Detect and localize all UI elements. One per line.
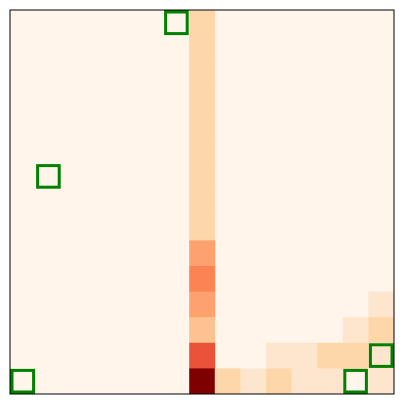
grid-cell — [317, 368, 344, 395]
goal-marker — [368, 343, 394, 368]
grid-cell — [189, 214, 216, 241]
grid-cell — [266, 368, 292, 395]
grid-cell — [368, 342, 395, 369]
grid-cell — [240, 368, 267, 395]
goal-marker — [343, 368, 368, 394]
grid-cell — [189, 138, 216, 164]
grid-cell — [189, 342, 216, 369]
grid-cell — [342, 317, 369, 344]
grid-cell — [291, 368, 318, 395]
grid-cell — [266, 342, 292, 369]
grid-cell — [317, 342, 344, 369]
goal-marker — [164, 10, 189, 36]
grid-cells — [189, 10, 395, 395]
grid-cell — [368, 368, 395, 395]
goal-marker — [36, 164, 61, 189]
grid-cell — [214, 368, 241, 395]
grid-cell — [368, 291, 395, 318]
grid-cell — [189, 61, 216, 88]
grid-cell — [189, 317, 216, 344]
grid-cell — [189, 163, 216, 190]
grid-cell — [189, 240, 216, 267]
grid-cell — [189, 10, 216, 36]
grid-cell — [189, 112, 216, 139]
grid-cell — [342, 342, 369, 369]
grid-cell — [189, 189, 216, 216]
grid-cell — [189, 86, 216, 113]
grid-cell — [291, 342, 318, 369]
goal-marker — [10, 368, 36, 394]
board-frame — [9, 9, 395, 395]
grid-cell — [189, 35, 216, 62]
grid-cell — [368, 317, 395, 344]
grid-cell — [189, 291, 216, 318]
grid-cell — [189, 266, 216, 292]
grid-cell — [189, 368, 216, 395]
goal-markers — [10, 10, 394, 394]
